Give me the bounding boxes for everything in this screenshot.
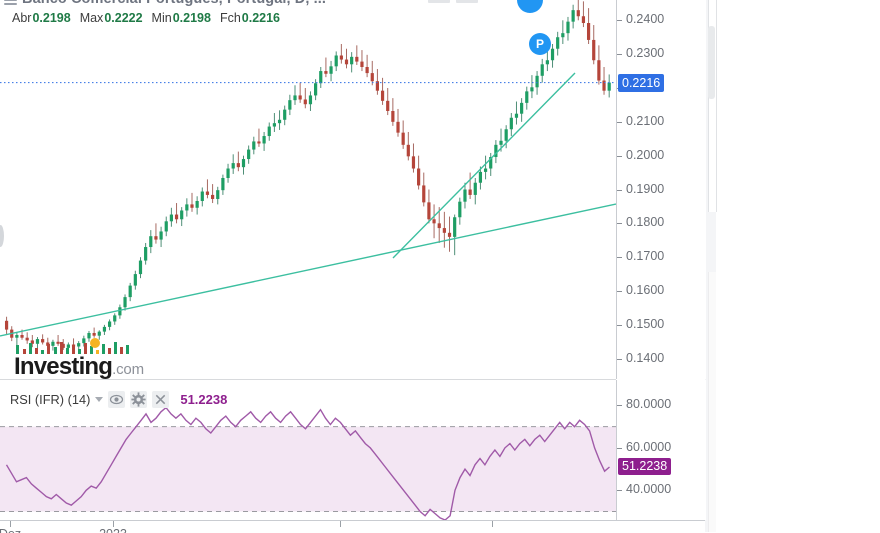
pane-separator [0, 379, 616, 380]
page-title: Banco Comercial Portugues, Portugal, D, … [22, 0, 326, 7]
rsi-pane[interactable] [0, 380, 616, 520]
current-price-badge[interactable]: 0.2216 [618, 73, 665, 92]
watermark-brand: Investing [14, 353, 113, 380]
rsi-series [0, 406, 616, 520]
eye-icon[interactable] [108, 391, 126, 408]
chart-title-bar: Banco Comercial Portugues, Portugal, D, … [0, 0, 705, 10]
ohlc-open-value: 0.2198 [32, 11, 71, 25]
date-label: Dez [0, 527, 21, 533]
hamburger-icon[interactable] [4, 0, 17, 5]
ohlc-high-value: 0.2222 [104, 11, 143, 25]
secondary-scrollbar-track[interactable] [708, 272, 716, 532]
price-axis[interactable]: 0.2400 0.2300 0.2100 0.2000 0.1900 0.1800 0.17… [616, 0, 706, 379]
ohlc-low-value: 0.2198 [172, 11, 211, 25]
pane-drag-handle[interactable] [0, 225, 4, 247]
right-panel [705, 0, 880, 532]
rsi-axis[interactable]: 80.0000 60.0000 40.0000 51.2238 [616, 380, 706, 520]
chart-widget: Banco Comercial Portugues, Portugal, D, … [0, 0, 706, 533]
ohlc-legend: Abr0.2198 Max0.2222 Min0.2198 Fch0.2216 [12, 11, 289, 25]
window-maximize-button[interactable] [456, 0, 478, 3]
rsi-indicator-name[interactable]: RSI (IFR) (14) [10, 392, 91, 407]
dividend-marker-p[interactable]: P [529, 33, 551, 55]
panel-divider [705, 0, 716, 532]
date-label: 2023 [99, 527, 127, 533]
date-tick [492, 521, 493, 527]
close-icon[interactable] [152, 391, 170, 408]
ohlc-low-label: Min [151, 11, 172, 25]
price-pane[interactable] [0, 0, 616, 379]
page-scrollbar-track[interactable] [708, 0, 717, 212]
rsi-legend: RSI (IFR) (14) [10, 391, 227, 408]
price-overlays [0, 72, 616, 337]
ohlc-high-label: Max [79, 11, 104, 25]
date-tick [340, 521, 341, 527]
candlestick-series [4, 0, 611, 353]
ohlc-open-label: Abr [12, 11, 32, 25]
ohlc-close-label: Fch [219, 11, 241, 25]
rsi-value-badge[interactable]: 51.2238 [618, 458, 672, 476]
date-tick [10, 521, 11, 527]
page-scrollbar-thumb[interactable] [708, 26, 715, 99]
window-minimize-button[interactable] [428, 0, 450, 3]
date-axis[interactable]: Dez 2023 [0, 520, 705, 533]
watermark-candles-icon [14, 341, 136, 354]
date-tick [113, 521, 114, 527]
investing-watermark: Investing.com [14, 341, 144, 379]
gear-icon[interactable] [130, 391, 148, 408]
event-dot-marker[interactable] [90, 338, 100, 348]
event-marker-top[interactable] [517, 0, 543, 13]
chevron-down-icon[interactable] [95, 397, 104, 402]
rsi-current-value: 51.2238 [180, 392, 228, 407]
ohlc-close-value: 0.2216 [241, 11, 281, 25]
watermark-suffix: .com [112, 361, 144, 378]
